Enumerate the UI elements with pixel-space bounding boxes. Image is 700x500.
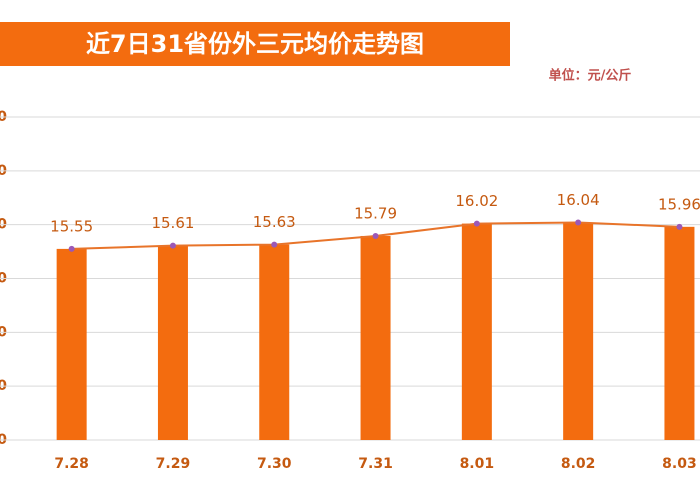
x-tick-label: 8.01 — [460, 456, 495, 472]
bar — [461, 223, 492, 440]
x-tick-label: 8.02 — [561, 456, 596, 472]
bar — [259, 244, 290, 440]
line-marker — [169, 242, 176, 249]
bar — [664, 226, 695, 440]
x-tick-label: 7.31 — [358, 456, 393, 472]
line-marker — [575, 219, 582, 226]
value-label: 15.61 — [151, 214, 194, 232]
value-label: 16.02 — [455, 192, 498, 210]
x-tick-label: 7.28 — [54, 456, 89, 472]
bar — [157, 245, 188, 440]
unit-label: 单位：元/公斤 — [549, 68, 632, 84]
value-label: 15.96 — [658, 195, 700, 213]
bar — [563, 222, 594, 440]
x-tick-label: 8.03 — [662, 456, 697, 472]
title-bar — [0, 22, 510, 66]
value-label: 15.55 — [50, 217, 93, 235]
line-marker — [473, 220, 480, 227]
line-marker — [68, 245, 75, 252]
x-tick-label: 7.29 — [156, 456, 191, 472]
value-label: 15.79 — [354, 204, 397, 222]
x-tick-label: 7.30 — [257, 456, 292, 472]
bar — [56, 248, 87, 440]
line-marker — [372, 232, 379, 239]
value-label: 16.04 — [557, 191, 600, 209]
line-marker — [271, 241, 278, 248]
bar — [360, 235, 391, 440]
line-marker — [676, 223, 683, 230]
chart-title: 近7日31省份外三元均价走势图 — [86, 30, 424, 58]
value-label: 15.63 — [253, 213, 296, 231]
